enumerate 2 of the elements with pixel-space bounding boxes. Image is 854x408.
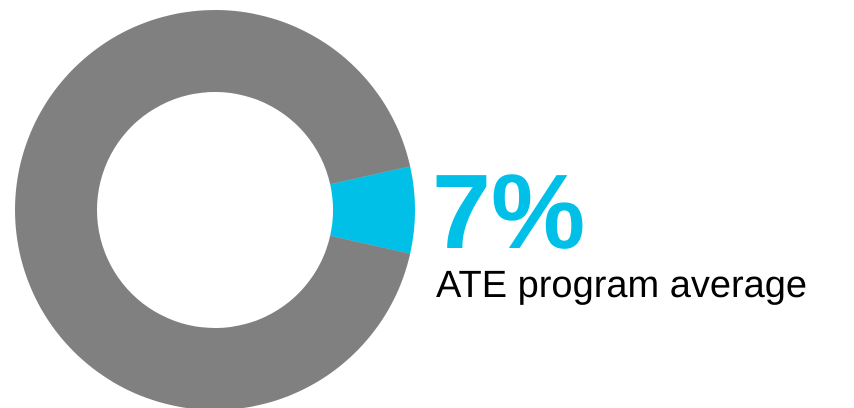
donut-slice — [15, 10, 410, 408]
donut-slice — [330, 166, 415, 254]
